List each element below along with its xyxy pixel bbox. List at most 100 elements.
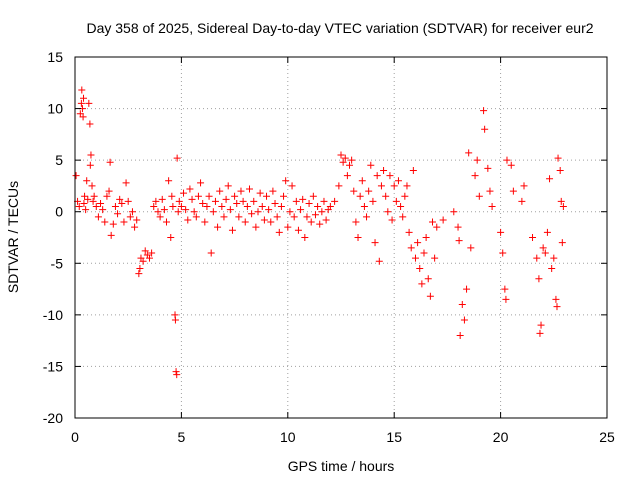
data-point-marker xyxy=(503,156,511,164)
data-point-marker xyxy=(343,172,351,180)
data-point-marker xyxy=(481,125,489,133)
data-point-marker xyxy=(175,197,183,205)
x-tick-label: 0 xyxy=(71,429,79,445)
data-point-marker xyxy=(307,218,315,226)
data-point-marker xyxy=(543,228,551,236)
data-point-marker xyxy=(80,199,88,207)
data-point-marker xyxy=(424,275,432,283)
data-point-marker xyxy=(211,197,219,205)
data-point-marker xyxy=(152,197,160,205)
data-point-marker xyxy=(237,187,245,195)
data-point-marker xyxy=(172,368,180,376)
data-point-marker xyxy=(118,199,126,207)
data-point-marker xyxy=(214,223,222,231)
chart-title: Day 358 of 2025, Sidereal Day-to-day VTE… xyxy=(86,20,593,36)
data-point-marker xyxy=(126,213,134,221)
data-point-marker xyxy=(226,206,234,214)
data-point-marker xyxy=(224,182,232,190)
x-tick-labels: 0 5 10 15 20 25 xyxy=(71,429,615,445)
y-tick-label: 10 xyxy=(47,101,63,117)
data-point-marker xyxy=(233,199,241,207)
data-point-marker xyxy=(290,213,298,221)
x-axis-label: GPS time / hours xyxy=(288,458,395,474)
data-point-marker xyxy=(116,195,124,203)
y-axis-label: SDTVAR / TECUs xyxy=(5,181,21,293)
data-point-marker xyxy=(467,244,475,252)
data-point-marker xyxy=(154,208,162,216)
data-point-marker xyxy=(265,206,273,214)
data-point-marker xyxy=(258,203,266,211)
y-tick-label: -15 xyxy=(43,358,63,374)
data-point-marker xyxy=(392,197,400,205)
data-point-marker xyxy=(256,189,264,197)
data-point-marker xyxy=(163,218,171,226)
data-point-marker xyxy=(107,231,115,239)
y-tick-label: 15 xyxy=(47,49,63,65)
data-point-marker xyxy=(203,203,211,211)
data-point-marker xyxy=(72,172,80,180)
data-point-marker xyxy=(320,197,328,205)
data-point-marker xyxy=(165,177,173,185)
data-point-marker xyxy=(407,244,415,252)
data-point-marker xyxy=(148,249,156,257)
data-point-marker xyxy=(158,195,166,203)
data-point-marker xyxy=(350,187,358,195)
data-point-marker xyxy=(188,195,196,203)
data-point-marker xyxy=(403,182,411,190)
data-point-marker xyxy=(80,94,88,102)
data-point-marker xyxy=(109,220,117,228)
data-point-marker xyxy=(83,177,91,185)
data-point-marker xyxy=(88,182,96,190)
data-point-marker xyxy=(275,228,283,236)
data-point-marker xyxy=(420,249,428,257)
data-point-marker xyxy=(380,166,388,174)
data-point-marker xyxy=(248,210,256,218)
data-point-marker xyxy=(282,177,290,185)
data-point-marker xyxy=(190,208,198,216)
data-point-marker xyxy=(243,203,251,211)
y-tick-labels: -20 -15 -10 -5 0 5 10 15 xyxy=(43,49,63,426)
data-point-marker xyxy=(497,228,505,236)
data-point-marker xyxy=(454,223,462,231)
data-point-marker xyxy=(548,264,556,272)
data-point-marker xyxy=(85,99,93,107)
data-point-marker xyxy=(552,295,560,303)
data-point-marker xyxy=(414,239,422,247)
data-point-marker xyxy=(78,86,86,94)
data-point-marker xyxy=(305,199,313,207)
data-point-marker xyxy=(460,316,468,324)
data-point-marker xyxy=(465,149,473,157)
data-point-marker xyxy=(401,192,409,200)
data-point-marker xyxy=(411,254,419,262)
data-point-marker xyxy=(133,216,141,224)
data-point-marker xyxy=(89,197,97,205)
data-point-marker xyxy=(311,211,319,219)
data-point-marker xyxy=(339,158,347,166)
data-point-marker xyxy=(394,177,402,185)
data-point-marker xyxy=(541,249,549,257)
data-point-marker xyxy=(316,220,324,228)
x-tick-label: 15 xyxy=(386,429,402,445)
data-point-marker xyxy=(192,213,200,221)
data-point-marker xyxy=(557,197,565,205)
data-point-marker xyxy=(501,285,509,293)
data-point-marker xyxy=(431,254,439,262)
data-point-marker xyxy=(239,197,247,205)
y-tick-label: -5 xyxy=(51,255,64,271)
data-point-marker xyxy=(348,156,356,164)
data-point-marker xyxy=(84,195,92,203)
data-point-marker xyxy=(475,192,483,200)
data-point-marker xyxy=(174,208,182,216)
data-point-marker xyxy=(101,218,109,226)
data-point-marker xyxy=(81,192,89,200)
data-point-marker xyxy=(480,107,488,115)
data-point-marker xyxy=(369,197,377,205)
plot-frame xyxy=(74,56,608,419)
data-point-marker xyxy=(82,206,90,214)
data-point-marker xyxy=(337,151,345,159)
data-point-marker xyxy=(422,234,430,241)
data-point-marker xyxy=(277,203,285,211)
data-point-marker xyxy=(194,192,202,200)
data-point-marker xyxy=(550,254,558,262)
y-tick-label: -20 xyxy=(43,410,63,426)
